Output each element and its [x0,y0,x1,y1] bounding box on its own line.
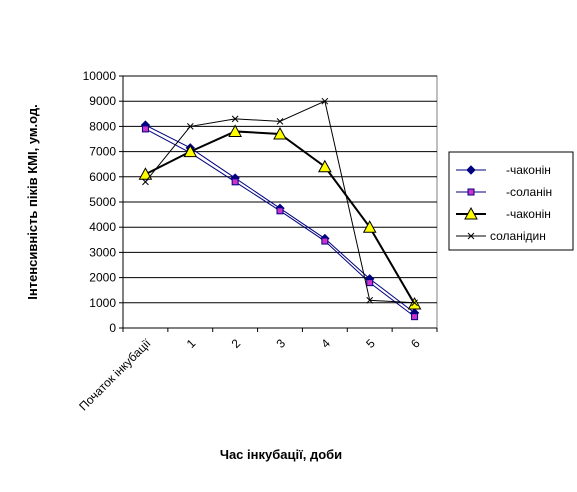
x-tick-label: 6 [408,336,423,351]
data-point-stroke [321,97,329,105]
series [138,97,422,321]
data-point [366,279,374,287]
x-tick-label: 1 [184,336,199,351]
data-point [183,144,198,158]
legend-label: соланідин [490,229,546,243]
legend-entry: -чаконін [456,206,551,221]
data-point [138,167,153,180]
data-point [466,165,476,175]
data-point-stroke [366,296,374,304]
legend: -чаконін -соланін -чаконін соланідин [448,151,574,251]
data-point [467,188,475,196]
y-tick-label: 10000 [83,69,117,83]
y-axis-title: Інтенсивність піків КМІ, ум.од. [25,104,40,300]
data-point [411,313,419,321]
legend-label: -чаконін [506,163,551,177]
data-point [366,296,374,304]
data-point-stroke [276,118,284,125]
x-tick-label: 4 [318,336,333,351]
data-point-stroke [411,299,418,307]
data-point [467,232,475,240]
y-tick-labels: 0 1000 2000 3000 4000 5000 6000 7000 8000 9000 100… [83,69,117,335]
legend-entry: соланідин [456,229,546,243]
data-point [231,178,239,186]
data-point [362,220,377,233]
data-point-stroke [231,115,239,123]
series-4 [142,97,418,307]
y-tick-label: 9000 [89,94,116,108]
y-tick-label: 8000 [89,119,116,133]
x-tick-label: 5 [363,336,378,351]
data-point-stroke [142,178,149,186]
data-point [318,159,332,173]
data-point [276,118,284,125]
axes [122,76,438,332]
x-tick-label: Початок інкубації [76,336,154,414]
data-point [321,237,329,245]
data-point [142,178,149,186]
y-tick-label: 2000 [89,271,116,285]
x-axis-title: Час інкубації, доби [220,447,342,462]
data-point [276,207,284,215]
y-tick-label: 7000 [89,145,116,159]
y-tick-label: 4000 [89,220,116,234]
data-point [231,115,239,123]
x-tick-label: 2 [229,336,244,351]
legend-entry: -чаконін [456,163,551,177]
y-tick-label: 3000 [89,245,116,259]
data-point [141,125,149,133]
legend-label: -соланін [506,185,552,199]
data-point [321,97,329,105]
data-point [464,206,478,220]
data-point [273,126,287,140]
data-point-stroke [467,232,475,240]
data-point-stroke [186,123,194,130]
data-point [407,297,422,310]
series-3 [138,124,422,310]
y-tick-label: 6000 [89,170,116,184]
legend-label: -чаконін [506,207,551,221]
y-tick-label: 1000 [89,296,116,310]
x-tick-label: 3 [273,336,288,351]
data-point [186,123,194,130]
y-tick-label: 0 [109,321,116,335]
legend-entry: -соланін [456,185,552,199]
data-point [411,299,418,307]
y-tick-label: 5000 [89,195,116,209]
x-tick-labels: Початок інкубації 1 2 3 4 5 6 [76,336,423,414]
data-point [228,124,242,137]
